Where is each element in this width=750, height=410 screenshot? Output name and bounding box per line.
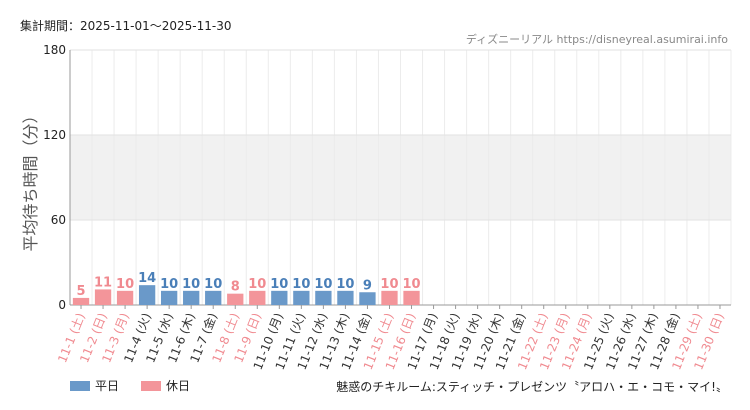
legend-swatch-holiday — [141, 380, 162, 391]
data-label: 10 — [204, 277, 222, 292]
bar-11-11 (火) — [293, 290, 310, 305]
y-axis-label: 平均待ち時間（分） — [21, 107, 40, 251]
data-label: 10 — [270, 277, 288, 292]
data-label: 10 — [402, 277, 420, 292]
data-label: 11 — [94, 275, 112, 290]
bar-11-14 (金) — [359, 292, 376, 305]
legend-item-holiday: 休日 — [141, 377, 190, 394]
bar-11-10 (月) — [271, 290, 288, 305]
bar-11-13 (木) — [337, 290, 354, 305]
y-tick-label: 180 — [43, 43, 66, 57]
data-label: 10 — [380, 277, 398, 292]
data-label: 10 — [336, 277, 354, 292]
data-label: 9 — [363, 278, 372, 293]
data-label: 10 — [292, 277, 310, 292]
data-label: 10 — [248, 277, 266, 292]
site-credit: ディズニーリアル https://disneyreal.asumirai.inf… — [465, 33, 728, 46]
y-tick-label: 60 — [51, 213, 66, 227]
data-label: 10 — [116, 277, 134, 292]
data-label: 14 — [138, 271, 156, 286]
y-tick-label: 0 — [58, 298, 66, 312]
bar-11-15 (土) — [381, 290, 398, 305]
y-tick-label: 120 — [43, 128, 66, 142]
bar-11-7 (金) — [205, 290, 222, 305]
chart-legend: 平日 休日 — [70, 377, 190, 394]
bar-11-1 (土) — [72, 297, 90, 305]
bar-11-12 (水) — [315, 290, 332, 305]
bar-11-16 (日) — [403, 290, 420, 305]
bar-11-6 (木) — [183, 290, 200, 305]
legend-swatch-weekday — [70, 380, 90, 391]
bar-11-4 (火) — [138, 285, 156, 305]
data-label: 8 — [231, 280, 240, 295]
bar-11-3 (月) — [116, 290, 134, 305]
bar-11-2 (日) — [94, 289, 112, 305]
data-label: 10 — [314, 277, 332, 292]
legend-label-holiday: 休日 — [166, 379, 191, 393]
bar-11-8 (土) — [227, 293, 244, 305]
attraction-name: 魅惑のチキルーム:スティッチ・プレゼンツ〝アロハ・エ・コモ・マイ!〟 — [336, 380, 728, 394]
data-label: 10 — [182, 277, 200, 292]
bar-11-9 (日) — [249, 290, 266, 305]
period-label: 集計期間：2025-11-01～2025-11-30 — [20, 19, 232, 33]
data-label: 10 — [160, 277, 178, 292]
bar-11-5 (水) — [160, 290, 178, 305]
legend-label-weekday: 平日 — [95, 379, 120, 393]
legend-item-weekday: 平日 — [70, 377, 119, 394]
data-label: 5 — [76, 284, 85, 299]
